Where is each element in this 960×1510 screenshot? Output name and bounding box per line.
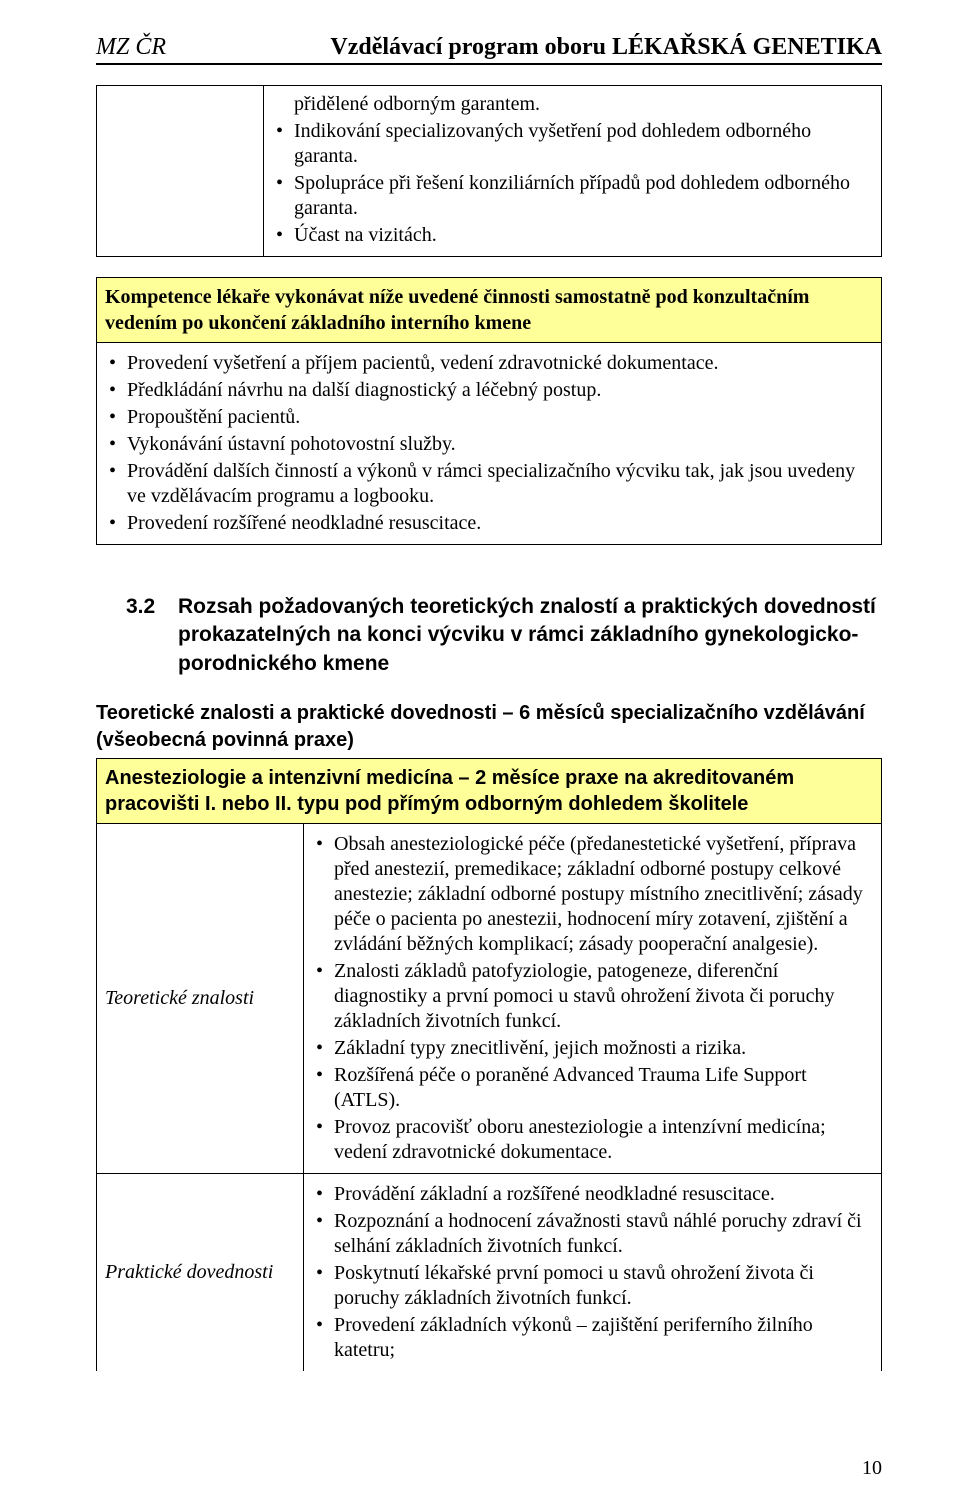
list-item: Provoz pracovišť oboru anesteziologie a … [312,1115,873,1165]
section-title: Rozsah požadovaných teoretických znalost… [178,593,882,678]
anesteziologie-header-cell: Anesteziologie a intenzivní medicína – 2… [97,759,882,824]
prakticke-list: Provádění základní a rozšířené neodkladn… [312,1182,873,1363]
row-content: Obsah anesteziologické péče (předanestet… [304,824,882,1174]
list-item: Provádění základní a rozšířené neodkladn… [312,1182,873,1207]
list-item: Provedení vyšetření a příjem pacientů, v… [105,351,873,376]
list-item: Indikování specializovaných vyšetření po… [272,119,873,169]
top-box-content-cell: přidělené odborným garantem. Indikování … [264,86,882,257]
row-label: Praktické dovednosti [97,1174,304,1372]
list-item: Propouštění pacientů. [105,405,873,430]
header-left: MZ ČR [96,34,166,61]
kompetence-title: Kompetence lékaře vykonávat níže uvedené… [105,284,873,336]
row-label: Teoretické znalosti [97,824,304,1174]
list-item: Znalosti základů patofyziologie, patogen… [312,959,873,1034]
kompetence-header-cell: Kompetence lékaře vykonávat níže uvedené… [97,278,882,343]
top-box-left-cell [97,86,264,257]
kompetence-list: Provedení vyšetření a příjem pacientů, v… [105,351,873,536]
section-3-2-heading: 3.2 Rozsah požadovaných teoretických zna… [126,593,882,678]
section-number: 3.2 [126,593,178,678]
list-item: Základní typy znecitlivění, jejich možno… [312,1036,873,1061]
list-item: Vykonávání ústavní pohotovostní služby. [105,432,873,457]
page-number: 10 [862,1457,882,1480]
list-item: Provádění dalších činností a výkonů v rá… [105,459,873,509]
header-right: Vzdělávací program oboru LÉKAŘSKÁ GENETI… [330,34,882,61]
teoreticke-list: Obsah anesteziologické péče (předanestet… [312,832,873,1165]
list-item: Rozšířená péče o poraněné Advanced Traum… [312,1063,873,1113]
row-content: Provádění základní a rozšířené neodkladn… [304,1174,882,1372]
list-item: Předkládání návrhu na další diagnostický… [105,378,873,403]
kompetence-table: Kompetence lékaře vykonávat níže uvedené… [96,277,882,545]
subsection-intro: Teoretické znalosti a praktické dovednos… [96,700,882,754]
list-item: Provedení základních výkonů – zajištění … [312,1313,873,1363]
list-item: Poskytnutí lékařské první pomoci u stavů… [312,1261,873,1311]
list-item: Rozpoznání a hodnocení závažnosti stavů … [312,1209,873,1259]
kompetence-body-cell: Provedení vyšetření a příjem pacientů, v… [97,343,882,545]
top-box-table: přidělené odborným garantem. Indikování … [96,85,882,257]
anesteziologie-table: Anesteziologie a intenzivní medicína – 2… [96,758,882,1371]
list-item: Obsah anesteziologické péče (předanestet… [312,832,873,957]
page-header: MZ ČR Vzdělávací program oboru LÉKAŘSKÁ … [96,34,882,65]
page: MZ ČR Vzdělávací program oboru LÉKAŘSKÁ … [0,0,960,1510]
list-item: Provedení rozšířené neodkladné resuscita… [105,511,873,536]
top-box-list: Indikování specializovaných vyšetření po… [272,119,873,248]
top-box-lead: přidělené odborným garantem. [272,92,873,117]
list-item: Spolupráce při řešení konziliárních příp… [272,171,873,221]
list-item: Účast na vizitách. [272,223,873,248]
